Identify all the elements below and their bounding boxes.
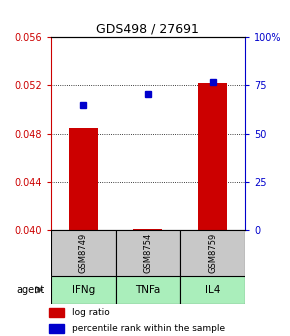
Bar	[51, 230, 115, 276]
Bar	[68, 128, 98, 230]
Bar	[180, 276, 245, 304]
Text: IFNg: IFNg	[72, 285, 95, 295]
Title: GDS498 / 27691: GDS498 / 27691	[97, 23, 199, 36]
Text: TNFa: TNFa	[135, 285, 161, 295]
Bar	[115, 276, 180, 304]
Text: log ratio: log ratio	[72, 308, 110, 317]
Bar	[49, 308, 64, 318]
Text: GSM8749: GSM8749	[79, 233, 88, 273]
Bar	[198, 83, 227, 230]
Bar	[180, 230, 245, 276]
Text: percentile rank within the sample: percentile rank within the sample	[72, 324, 225, 333]
Bar	[49, 324, 64, 333]
Text: agent: agent	[17, 285, 45, 295]
Text: GSM8759: GSM8759	[208, 233, 217, 273]
Bar	[115, 230, 180, 276]
Bar	[51, 276, 115, 304]
Bar	[133, 229, 162, 230]
Text: GSM8754: GSM8754	[143, 233, 153, 273]
Text: IL4: IL4	[205, 285, 220, 295]
